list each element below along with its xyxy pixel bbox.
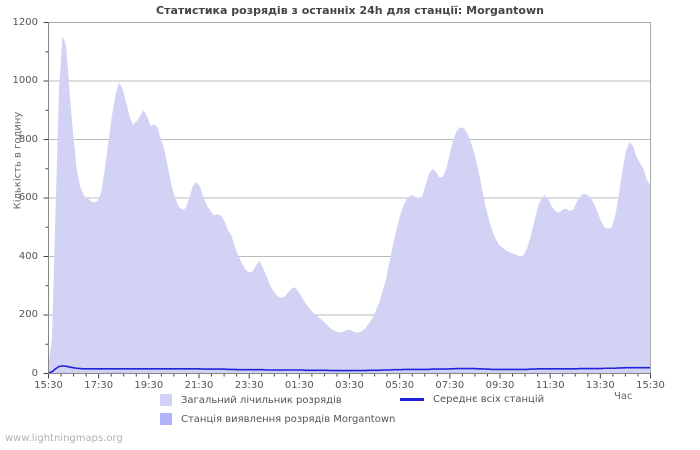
series-group [48, 35, 651, 374]
legend-swatch-station [160, 413, 172, 425]
x-axis-title: Час [614, 391, 633, 402]
legend-swatch-total [160, 394, 172, 406]
chart-title: Статистика розрядів з останніх 24h для с… [156, 4, 544, 17]
watermark: www.lightningmaps.org [5, 433, 123, 444]
x-tick-label: 15:30 [636, 379, 665, 391]
legend-swatch-average [400, 398, 424, 401]
x-tick-label: 13:30 [585, 379, 615, 391]
legend-label-station: Станція виявлення розрядів Morgantown [181, 413, 396, 425]
legend-item-station[interactable]: Станція виявлення розрядів Morgantown [160, 413, 395, 425]
x-tick-label: 15:30 [34, 379, 63, 391]
y-tick-label: 800 [18, 133, 38, 145]
y-tick-label: 400 [18, 250, 38, 262]
x-tick-label: 23:30 [234, 379, 264, 391]
legend-item-total[interactable]: Загальний лічильник розрядів [160, 394, 342, 406]
x-tick-label: 05:30 [385, 379, 415, 391]
x-tick-label: 19:30 [134, 379, 164, 391]
plot-frame [48, 22, 651, 374]
y-tick-label: 200 [18, 309, 38, 320]
y-axis-title: Кількість в годину [12, 111, 24, 210]
legend-label-total: Загальний лічильник розрядів [181, 394, 342, 406]
chart-legend: Загальний лічильник розрядів Станція вия… [0, 392, 700, 432]
y-tick-label: 0 [31, 367, 38, 379]
x-tick-label: 17:30 [84, 379, 114, 391]
y-tick-label: 1200 [12, 16, 38, 28]
x-tick-label: 07:30 [435, 379, 465, 391]
y-tick-label: 600 [18, 192, 38, 203]
legend-item-average[interactable]: Середнє всіх станцій [400, 394, 544, 405]
x-tick-label: 21:30 [184, 379, 214, 391]
x-tick-label: 03:30 [335, 379, 364, 391]
x-tick-label: 11:30 [535, 379, 565, 391]
legend-label-average: Середнє всіх станцій [433, 394, 545, 405]
y-tick-label: 1000 [12, 75, 38, 86]
x-tick-label: 01:30 [284, 379, 314, 391]
x-tick-label: 09:30 [485, 379, 515, 391]
